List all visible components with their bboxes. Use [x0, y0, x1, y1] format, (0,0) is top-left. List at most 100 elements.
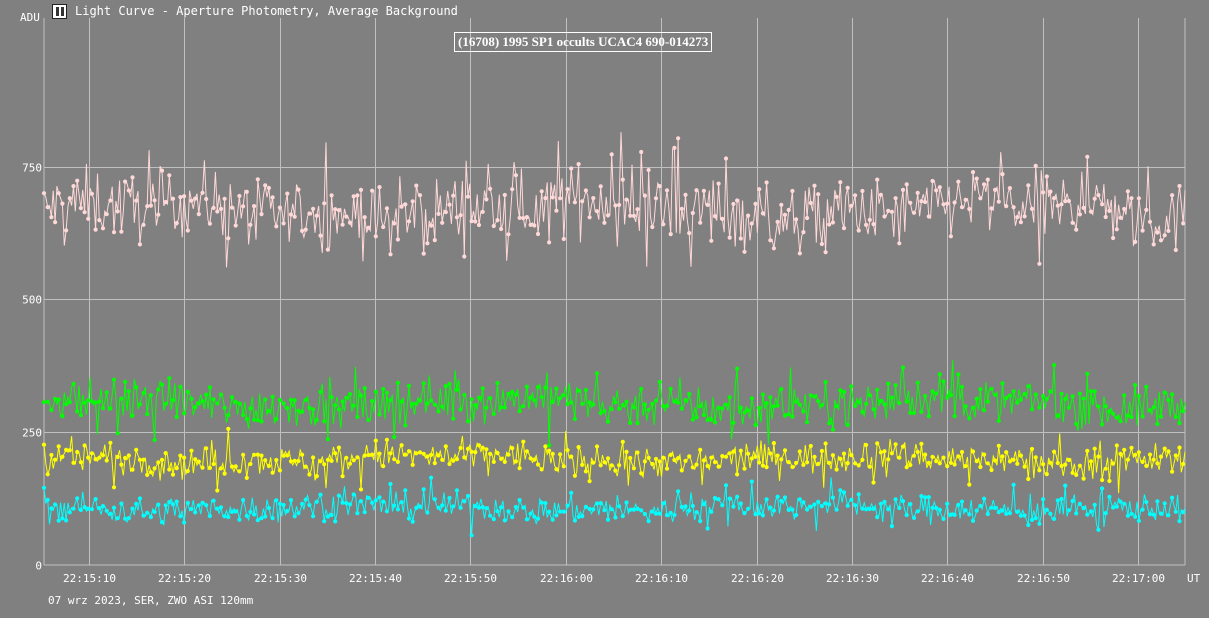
data-point [447, 202, 452, 207]
data-point [1111, 411, 1116, 416]
data-point [111, 377, 117, 382]
data-point [499, 226, 504, 232]
data-point [937, 461, 942, 466]
data-point [827, 222, 832, 227]
data-point [126, 516, 131, 521]
data-point [417, 450, 423, 455]
data-point [657, 379, 662, 385]
data-point [200, 500, 205, 505]
data-point [274, 457, 279, 463]
data-point [819, 448, 825, 454]
data-point [808, 200, 813, 206]
data-point [414, 451, 419, 456]
data-point [989, 206, 994, 211]
data-point [841, 389, 847, 394]
data-point [639, 149, 644, 155]
data-point [642, 402, 648, 407]
data-point [104, 458, 109, 463]
data-point [462, 499, 467, 504]
data-point [948, 512, 954, 517]
data-point [392, 221, 397, 226]
data-point [60, 516, 65, 521]
data-point [93, 227, 98, 232]
data-point [311, 455, 316, 460]
data-point [812, 502, 817, 507]
data-point [982, 408, 987, 413]
data-point [1151, 405, 1156, 410]
data-point [790, 414, 795, 419]
data-point [521, 216, 526, 221]
data-point [170, 398, 176, 403]
data-point [1004, 450, 1009, 455]
data-point [598, 184, 603, 189]
data-point [193, 510, 198, 515]
data-point [159, 168, 165, 173]
data-point [1004, 396, 1009, 401]
data-point [602, 220, 607, 225]
data-point [115, 454, 120, 460]
data-point [170, 472, 176, 477]
data-point [517, 466, 522, 471]
data-point [1122, 501, 1127, 506]
data-point [215, 506, 220, 511]
data-point [263, 397, 268, 402]
data-point [679, 406, 684, 411]
data-point [86, 506, 91, 511]
data-point [561, 464, 566, 469]
data-point [436, 211, 441, 216]
data-point [727, 395, 732, 400]
data-point [1037, 405, 1042, 410]
data-point [336, 445, 341, 450]
y-tick-label: 500 [22, 294, 42, 307]
data-point [119, 462, 124, 467]
data-point [370, 500, 375, 505]
data-point [834, 467, 839, 472]
data-point [576, 514, 581, 520]
data-point [303, 464, 308, 469]
data-point [738, 448, 743, 453]
data-point [506, 391, 511, 396]
data-point [270, 394, 275, 399]
x-tick-label: 22:17:00 [1112, 572, 1165, 585]
data-point [388, 481, 393, 487]
data-point [1055, 460, 1060, 466]
data-point [613, 203, 618, 208]
data-point [491, 223, 496, 229]
data-point [1092, 502, 1097, 507]
data-point [403, 452, 408, 457]
data-point [443, 444, 448, 449]
data-point [252, 417, 257, 422]
data-point [687, 391, 692, 397]
data-point [347, 220, 353, 225]
chart-app-icon[interactable] [52, 4, 67, 19]
data-point [937, 372, 942, 377]
data-point [145, 412, 150, 417]
data-point [897, 505, 902, 511]
data-point [934, 459, 939, 464]
data-point [255, 518, 260, 523]
data-point [325, 437, 330, 442]
data-point [594, 444, 600, 449]
data-point [926, 414, 931, 419]
data-point [834, 404, 839, 409]
series-2 [41, 360, 1186, 448]
data-point [635, 450, 640, 455]
data-point [89, 507, 94, 512]
data-point [322, 462, 327, 467]
data-point [325, 247, 330, 252]
data-point [277, 397, 282, 403]
data-point [1041, 497, 1046, 502]
data-point [974, 459, 979, 464]
data-point [1088, 509, 1094, 514]
data-point [547, 448, 552, 453]
data-point [974, 176, 979, 181]
data-point [1170, 469, 1175, 474]
footer-info: 07 wrz 2023, SER, ZWO ASI 120mm [48, 594, 254, 607]
data-point [182, 194, 187, 199]
data-point [1026, 183, 1031, 188]
data-point [967, 206, 972, 212]
data-point [561, 393, 566, 398]
data-point [226, 413, 231, 418]
data-point [1103, 214, 1108, 220]
data-point [923, 452, 928, 457]
